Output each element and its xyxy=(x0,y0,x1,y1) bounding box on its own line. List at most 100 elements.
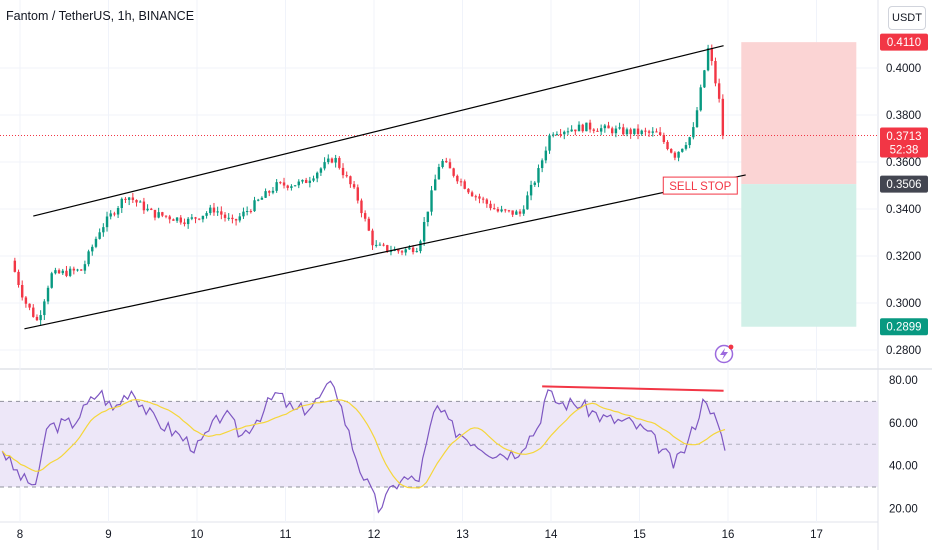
candle xyxy=(312,175,315,183)
candle-body xyxy=(478,196,481,199)
candle xyxy=(478,193,481,204)
candle xyxy=(570,125,573,132)
candle-body xyxy=(35,316,39,321)
candle-body xyxy=(168,216,171,220)
candle-body xyxy=(618,127,621,129)
candle xyxy=(400,249,404,256)
candle-body xyxy=(655,131,658,133)
candle-body xyxy=(268,191,271,193)
candle-body xyxy=(290,186,293,188)
candle xyxy=(481,196,485,204)
divergence-line xyxy=(542,385,724,392)
candle xyxy=(540,158,544,173)
candle-body xyxy=(408,247,411,250)
candle xyxy=(647,129,651,137)
candle xyxy=(245,206,249,216)
candle-body xyxy=(32,307,35,317)
candle-body xyxy=(445,160,448,163)
candle xyxy=(363,210,367,222)
candle xyxy=(710,44,713,66)
candle-body xyxy=(614,128,618,134)
channel-upper-line xyxy=(33,45,724,217)
candle-body xyxy=(419,241,422,252)
candle xyxy=(426,211,430,227)
candle xyxy=(614,125,618,138)
price-label: 0.4110 xyxy=(880,33,928,51)
candle-body xyxy=(91,246,94,252)
candle-body xyxy=(404,249,407,253)
candle xyxy=(515,209,518,215)
candle-body xyxy=(400,251,404,253)
candle-body xyxy=(710,48,713,61)
candle-body xyxy=(559,134,562,136)
candle-body xyxy=(231,217,234,220)
candle-body xyxy=(456,175,459,182)
candle xyxy=(76,268,79,272)
lightning-icon-bolt[interactable] xyxy=(720,348,728,360)
rsi-tick-label: 20.00 xyxy=(889,503,918,515)
candle-body xyxy=(190,217,194,219)
candle-body xyxy=(599,128,603,132)
candle xyxy=(139,200,142,203)
candle xyxy=(673,151,677,161)
candle xyxy=(666,140,669,151)
candle-body xyxy=(717,83,721,99)
candle xyxy=(717,78,721,103)
price-label-box xyxy=(880,318,928,336)
time-tick-label: 16 xyxy=(722,529,735,541)
candle xyxy=(500,205,503,213)
currency-button[interactable]: USDT xyxy=(888,6,926,30)
time-tick-label: 14 xyxy=(545,529,558,541)
candle xyxy=(441,159,444,169)
candle-body xyxy=(448,162,452,169)
candle xyxy=(555,131,559,136)
candle xyxy=(599,124,603,136)
candle xyxy=(489,200,492,211)
candle xyxy=(463,179,466,190)
candle-body xyxy=(175,217,179,221)
candle-body xyxy=(227,217,230,219)
candle xyxy=(194,216,197,224)
candle-body xyxy=(706,48,710,71)
candle xyxy=(323,157,326,171)
candle-body xyxy=(378,244,382,246)
candle-body xyxy=(681,148,684,152)
candle xyxy=(65,265,68,278)
candle xyxy=(552,132,555,138)
candle xyxy=(611,126,614,136)
candle-body xyxy=(382,244,385,246)
candle xyxy=(157,207,160,219)
candle-body xyxy=(389,250,393,252)
candle-body xyxy=(338,157,341,168)
candle-body xyxy=(83,264,87,271)
candle xyxy=(596,128,599,132)
candle xyxy=(249,209,253,214)
candle-body xyxy=(636,128,640,135)
candle-body xyxy=(142,201,146,211)
candle-body xyxy=(670,149,673,153)
candle-body xyxy=(434,179,437,191)
price-tick-label: 0.3800 xyxy=(886,110,921,122)
candle xyxy=(271,187,275,195)
lightning-icon[interactable] xyxy=(714,344,734,364)
candle-body xyxy=(308,180,312,183)
candle xyxy=(338,156,341,170)
candle xyxy=(105,211,109,232)
price-tick-label: 0.3000 xyxy=(886,298,921,310)
candle-body xyxy=(489,203,492,209)
candle-body xyxy=(164,215,168,217)
candle-body xyxy=(647,131,651,133)
candle xyxy=(603,123,607,133)
candle-body xyxy=(493,208,496,210)
candle xyxy=(282,177,286,189)
candle xyxy=(658,127,662,136)
candle-body xyxy=(172,219,175,221)
candle-body xyxy=(286,185,289,188)
candle-body xyxy=(692,127,695,138)
candle xyxy=(150,207,153,211)
candle xyxy=(172,218,175,221)
candle-body xyxy=(415,251,418,253)
rsi-tick-label: 40.00 xyxy=(889,461,918,473)
candle-body xyxy=(293,185,297,187)
candle xyxy=(607,121,610,129)
